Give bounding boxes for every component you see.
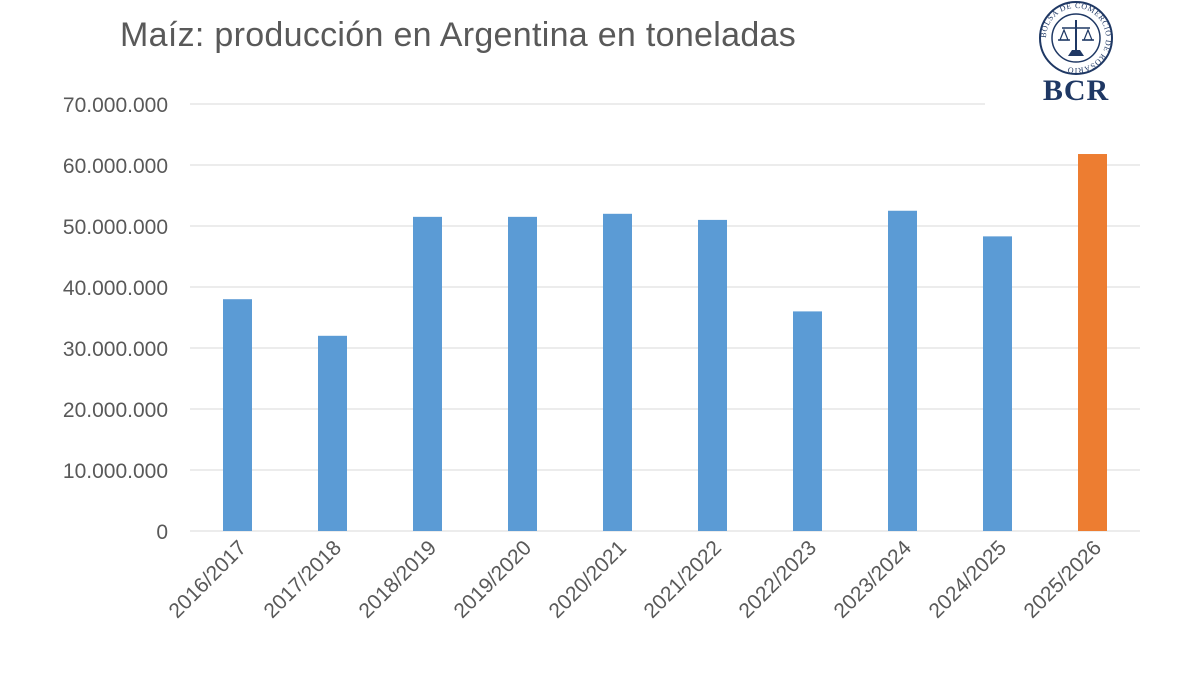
x-tick-label: 2017/2018 (260, 536, 346, 622)
bar-2023-2024 (888, 210, 917, 531)
x-tick-label: 2021/2022 (640, 536, 726, 622)
x-tick-label: 2018/2019 (355, 536, 441, 622)
bar-2025-2026 (1078, 154, 1107, 531)
x-tick-label: 2016/2017 (165, 536, 251, 622)
gridlines (190, 103, 1140, 532)
bcr-logo: BOLSA DE COMERCIO DE ROSARIO BCR (1024, 0, 1128, 110)
y-axis-ticks: 0 10.000.000 20.000.000 30.000.000 40.000.00… (63, 94, 168, 544)
chart-title: Maíz: producción en Argentina en tonelad… (120, 16, 797, 54)
x-tick-label: 2025/2026 (1020, 536, 1106, 622)
logo-text: BCR (1042, 74, 1110, 107)
seal-icon: BOLSA DE COMERCIO DE ROSARIO (1039, 1, 1113, 75)
bar-2024-2025 (983, 236, 1012, 531)
y-tick-label: 60.000.000 (63, 155, 168, 178)
bar-2021-2022 (698, 219, 727, 531)
x-tick-label: 2019/2020 (450, 536, 536, 622)
y-tick-label: 20.000.000 (63, 399, 168, 422)
bar-2016-2017 (223, 299, 252, 531)
y-tick-label: 0 (156, 521, 168, 544)
x-tick-label: 2023/2024 (830, 536, 917, 623)
bar-2020-2021 (603, 213, 632, 532)
bars (223, 154, 1107, 532)
y-tick-label: 70.000.000 (63, 94, 168, 117)
bar-2017-2018 (318, 335, 347, 531)
bar-2018-2019 (413, 216, 442, 531)
x-tick-label: 2022/2023 (735, 536, 821, 622)
y-tick-label: 50.000.000 (63, 216, 168, 239)
bar-2019-2020 (508, 216, 537, 531)
bar-2022-2023 (793, 311, 822, 531)
y-tick-label: 10.000.000 (63, 460, 168, 483)
y-tick-label: 30.000.000 (63, 338, 168, 361)
x-axis-ticks: 2016/2017 2017/2018 2018/2019 2019/2020 2020… (165, 536, 1106, 623)
y-tick-label: 40.000.000 (63, 277, 168, 300)
x-tick-label: 2024/2025 (925, 536, 1011, 622)
x-tick-label: 2020/2021 (545, 536, 631, 622)
